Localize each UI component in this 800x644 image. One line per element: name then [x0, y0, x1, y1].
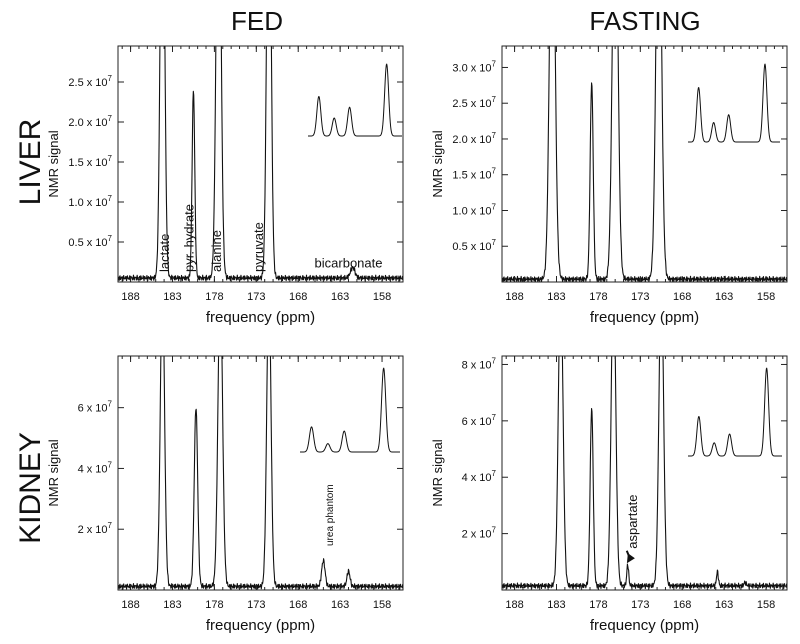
col-title-fed: FED	[231, 6, 283, 36]
plot-frame	[501, 355, 788, 591]
x-axis-label: frequency (ppm)	[206, 309, 315, 326]
y-tick-label: 8 x 107	[462, 356, 497, 371]
spectrum-line	[502, 356, 787, 590]
col-title-fasting: FASTING	[589, 6, 700, 36]
y-tick-label: 2.5 x 107	[68, 74, 112, 89]
x-tick-label: 158	[757, 599, 775, 611]
x-tick-label: 163	[715, 291, 733, 303]
x-tick-label: 183	[547, 599, 565, 611]
spectrum-line	[118, 46, 403, 282]
x-tick-label: 173	[631, 599, 649, 611]
x-tick-label: 178	[205, 291, 223, 303]
x-tick-label: 168	[673, 599, 691, 611]
x-tick-label: 183	[163, 291, 181, 303]
x-tick-label: 163	[331, 291, 349, 303]
x-tick-label: 183	[547, 291, 565, 303]
y-tick-label: 4 x 107	[78, 460, 113, 475]
x-tick-label: 183	[163, 599, 181, 611]
x-tick-label: 168	[673, 291, 691, 303]
x-tick-label: 188	[121, 291, 139, 303]
x-tick-label: 188	[505, 599, 523, 611]
y-tick-label: 2.0 x 107	[68, 114, 112, 129]
peak-label: aspartate	[625, 495, 640, 549]
x-tick-label: 173	[247, 291, 265, 303]
x-tick-label: 178	[589, 291, 607, 303]
plot-frame	[117, 45, 404, 283]
panel-kidney-fasting: 188 183 178 173 168 163 158 2 x 107 4 x 107 6 x 1…	[430, 355, 788, 634]
plot-frame	[501, 45, 788, 283]
y-tick-label: 3.0 x 107	[452, 59, 496, 74]
y-tick-label: 2.0 x 107	[452, 131, 496, 146]
y-axis-label: NMR signal	[430, 439, 445, 506]
y-axis-label: NMR signal	[430, 130, 445, 197]
x-tick-label: 158	[373, 599, 391, 611]
x-tick-label: 173	[631, 291, 649, 303]
panel-kidney-fed: 188 183 178 173 168 163 158 2 x 107 4 x 107 6 x 1…	[46, 355, 404, 634]
x-tick-label: 168	[289, 599, 307, 611]
y-tick-label: 2 x 107	[462, 526, 497, 541]
inset-spectrum	[687, 63, 781, 143]
spectrum-line	[118, 356, 403, 590]
x-tick-label: 168	[289, 291, 307, 303]
inset-spectrum	[299, 367, 401, 453]
inset-spectrum	[687, 367, 783, 457]
y-tick-label: 6 x 107	[462, 413, 497, 428]
y-tick-label: 0.5 x 107	[68, 234, 112, 249]
x-tick-label: 173	[247, 599, 265, 611]
arrow-head	[626, 553, 635, 564]
x-tick-label: 178	[589, 599, 607, 611]
x-axis-label: frequency (ppm)	[590, 617, 699, 634]
y-tick-label: 6 x 107	[78, 400, 113, 415]
peak-label: urea phantom	[325, 484, 336, 546]
peak-label: pyruvate	[251, 222, 266, 272]
plot-frame	[117, 355, 404, 591]
peak-label: lactate	[157, 234, 172, 272]
y-tick-label: 1.0 x 107	[452, 202, 496, 217]
x-tick-label: 163	[715, 599, 733, 611]
x-tick-label: 158	[757, 291, 775, 303]
x-axis-label: frequency (ppm)	[590, 309, 699, 326]
y-tick-label: 2 x 107	[78, 521, 113, 536]
y-tick-label: 1.5 x 107	[68, 154, 112, 169]
y-tick-label: 1.0 x 107	[68, 194, 112, 209]
y-tick-label: 4 x 107	[462, 469, 497, 484]
x-tick-label: 163	[331, 599, 349, 611]
x-tick-label: 178	[205, 599, 223, 611]
y-tick-label: 1.5 x 107	[452, 167, 496, 182]
spectrum-line	[502, 46, 787, 282]
x-tick-label: 158	[373, 291, 391, 303]
y-axis-label: NMR signal	[46, 439, 61, 506]
y-axis-label: NMR signal	[46, 130, 61, 197]
x-tick-label: 188	[121, 599, 139, 611]
panel-liver-fasting: 188 183 178 173 168 163 158 0.5 x 107 1.0 x 107 1…	[430, 45, 788, 326]
x-tick-label: 188	[505, 291, 523, 303]
panel-liver-fed: 188 183 178 173 168 163 158 0.5 x 107 1.0 x 107 1…	[46, 45, 404, 326]
peak-label: alanine	[209, 230, 224, 272]
y-tick-label: 0.5 x 107	[452, 238, 496, 253]
inset-spectrum	[307, 63, 403, 137]
y-tick-label: 2.5 x 107	[452, 95, 496, 110]
peak-label: bicarbonate	[315, 256, 383, 271]
x-axis-label: frequency (ppm)	[206, 617, 315, 634]
peak-label: pyr. hydrate	[181, 204, 196, 272]
row-title-kidney: KIDNEY	[14, 432, 47, 544]
row-title-liver: LIVER	[14, 119, 47, 206]
